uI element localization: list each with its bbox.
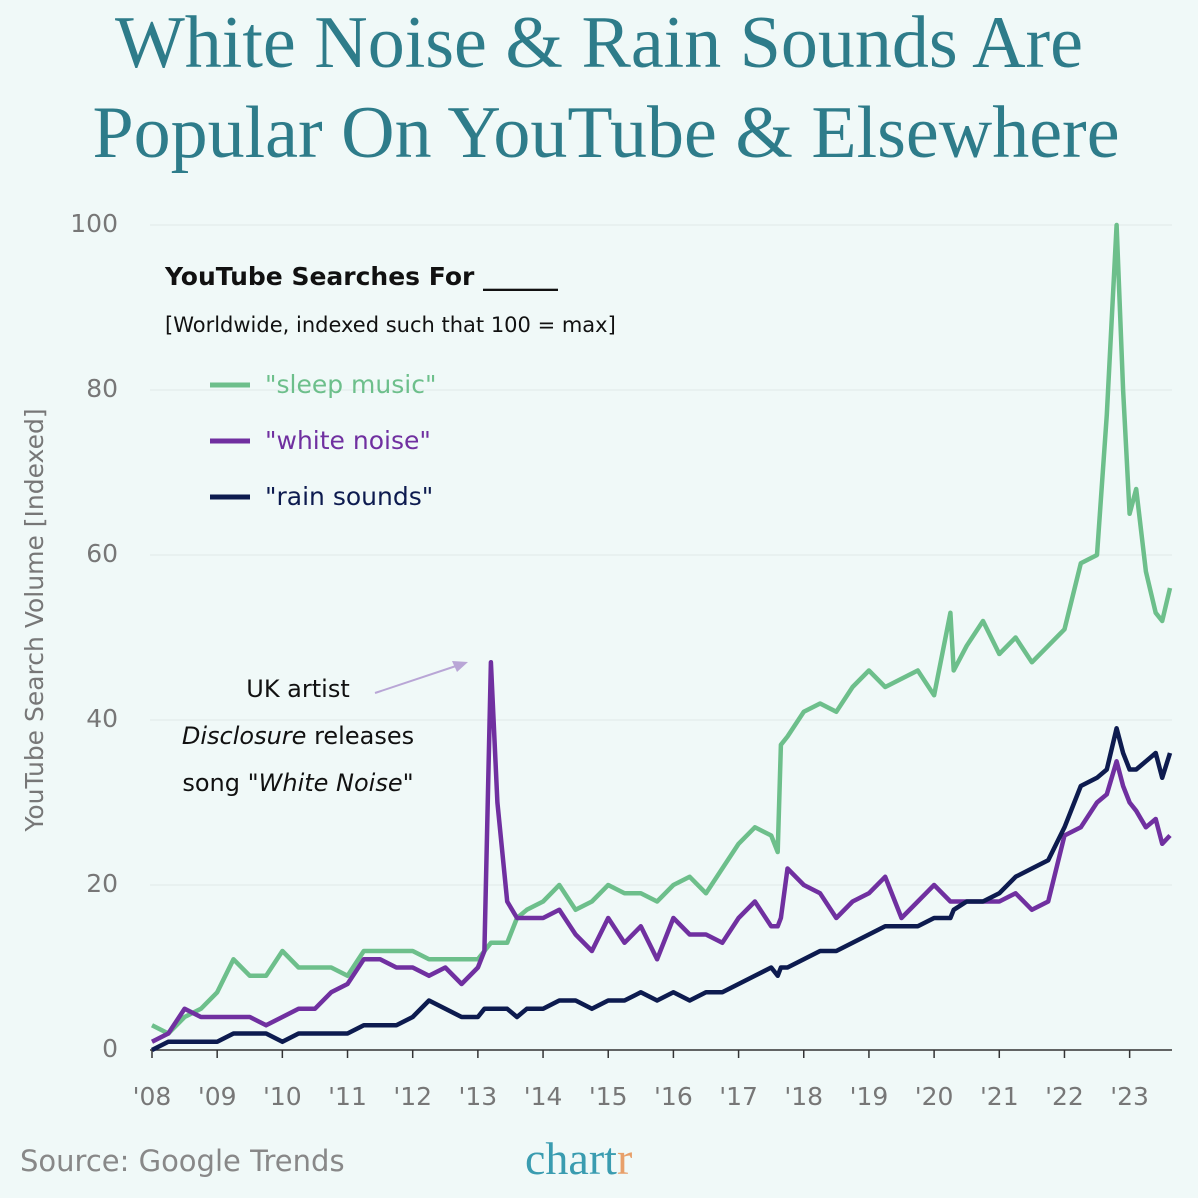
x-tick-label: '23: [1110, 1082, 1149, 1111]
x-tick-label: '08: [133, 1082, 172, 1111]
annotation: Disclosure releases: [182, 722, 414, 750]
chart-title: White Noise & Rain Sounds Are: [115, 2, 1083, 84]
y-tick-label: 100: [70, 209, 118, 238]
x-tick-label: '18: [784, 1082, 823, 1111]
x-tick-label: '17: [719, 1082, 758, 1111]
x-tick-label: '15: [589, 1082, 628, 1111]
y-axis-label: YouTube Search Volume [Indexed]: [20, 408, 49, 832]
x-tick-label: '22: [1045, 1082, 1084, 1111]
annotation: song "White Noise": [182, 769, 413, 797]
note: [Worldwide, indexed such that 100 = max]: [165, 313, 616, 337]
x-tick-label: '13: [459, 1082, 498, 1111]
annotation-part: song ": [182, 769, 258, 797]
annotation-part: White Noise: [259, 769, 403, 797]
annotation-arrow: [374, 663, 463, 694]
y-tick-label: 0: [102, 1034, 118, 1063]
chart-title: Popular On YouTube & Elsewhere: [92, 92, 1119, 174]
x-tick-label: '09: [198, 1082, 237, 1111]
logo-accent: r: [617, 1133, 632, 1184]
x-tick-label: '16: [654, 1082, 693, 1111]
x-tick-label: '21: [980, 1082, 1019, 1111]
x-tick-label: '19: [850, 1082, 889, 1111]
annotation-part: Disclosure: [182, 722, 307, 750]
y-tick-label: 80: [86, 374, 118, 403]
subtitle: YouTube Searches For ______: [164, 262, 559, 291]
annotation-part: releases: [306, 722, 414, 750]
source: Source: Google Trends: [20, 1144, 345, 1178]
annotation-part: UK artist: [246, 675, 350, 703]
y-tick-label: 60: [86, 539, 118, 568]
legend-label: "sleep music": [265, 370, 436, 399]
y-tick-label: 40: [86, 704, 118, 733]
x-tick-label: '11: [328, 1082, 367, 1111]
series-line: [150, 660, 1172, 1044]
x-tick-label: '14: [524, 1082, 563, 1111]
x-tick-label: '20: [915, 1082, 954, 1111]
y-tick-label: 20: [86, 869, 118, 898]
logo-text: chart: [525, 1133, 617, 1184]
logo: chartr: [525, 1133, 632, 1184]
legend-label: "white noise": [265, 426, 431, 455]
series-line: [150, 222, 1173, 1036]
annotation-arrowhead: [452, 661, 468, 672]
annotation: UK artist: [246, 675, 350, 703]
annotation-part: ": [403, 769, 414, 797]
x-tick-label: '10: [263, 1082, 302, 1111]
x-tick-label: '12: [393, 1082, 432, 1111]
legend-label: "rain sounds": [265, 482, 433, 511]
series-line: [150, 726, 1173, 1053]
